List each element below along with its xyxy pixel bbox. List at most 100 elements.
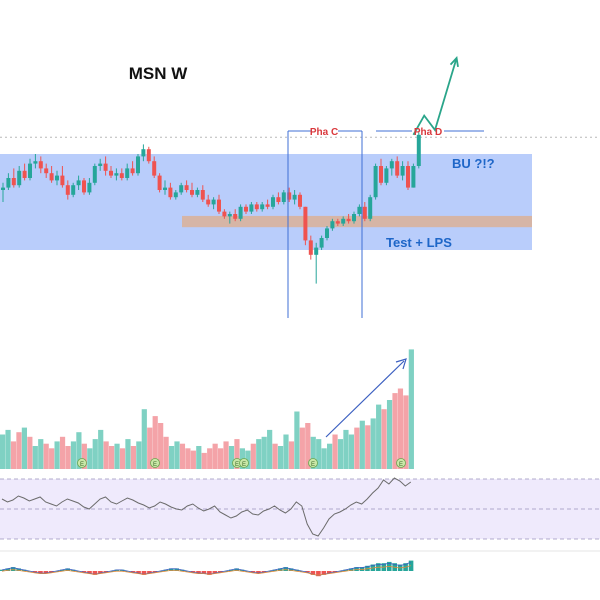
candle-body: [303, 206, 308, 241]
phase-c-label: Pha C: [310, 127, 338, 138]
candle-body: [379, 166, 383, 183]
candle-body: [362, 206, 367, 219]
volume-bar: [277, 446, 284, 469]
volume-bar: [403, 395, 409, 469]
volume-bar: [267, 429, 273, 469]
volume-bar: [179, 443, 186, 469]
candle-body: [373, 166, 378, 198]
macd-histogram-bar: [212, 571, 218, 574]
candle-body: [384, 168, 389, 183]
price-panel: [1, 132, 421, 284]
macd-histogram-bar: [163, 569, 169, 571]
volume-bar: [43, 443, 49, 469]
projection-path: [412, 57, 458, 136]
volume-bar: [234, 439, 240, 469]
volume-trend-arrowhead: [395, 358, 407, 370]
candle-body: [314, 247, 319, 255]
candle-body: [114, 173, 119, 176]
macd-histogram-bar: [321, 571, 327, 575]
volume-bar: [343, 429, 349, 469]
candle-body: [195, 190, 200, 195]
candle-body: [206, 199, 211, 205]
macd-histogram-bar: [348, 568, 354, 571]
volume-bar: [376, 404, 382, 469]
rsi-background: [0, 479, 600, 539]
macd-histogram-bar: [228, 569, 234, 571]
volume-bar: [310, 436, 316, 469]
volume-bar: [250, 443, 256, 469]
volume-bar: [196, 446, 202, 469]
macd-histogram-bar: [59, 569, 65, 571]
macd-histogram-bar: [343, 569, 348, 571]
candle-body: [271, 197, 275, 207]
macd-histogram-bar: [87, 571, 92, 574]
volume-bar: [201, 452, 207, 469]
macd-histogram-bar: [359, 567, 365, 571]
candle-body: [325, 228, 329, 238]
volume-bar: [109, 446, 115, 469]
candle-body: [211, 199, 216, 205]
volume-bar: [49, 448, 55, 469]
volume-bar: [272, 443, 278, 469]
macd-histogram-bar: [354, 567, 359, 571]
candle-body: [49, 173, 54, 181]
volume-bar: [316, 439, 322, 469]
volume-bar: [65, 446, 71, 469]
candle-body: [249, 204, 254, 212]
event-marker: [308, 458, 318, 468]
candle-body: [260, 204, 265, 210]
candle-body: [1, 187, 5, 190]
volume-bar: [70, 441, 77, 469]
macd-histogram-bar: [92, 571, 98, 575]
macd-histogram-bar: [168, 568, 174, 571]
volume-bar: [87, 448, 93, 469]
event-marker-letter: E: [153, 462, 157, 468]
candle-body: [368, 197, 373, 219]
candle-body: [17, 170, 22, 186]
candle-body: [389, 161, 394, 169]
candle-body: [184, 185, 189, 190]
candle-body: [92, 166, 97, 183]
volume-bar: [163, 436, 169, 469]
annotation-layer: [287, 56, 484, 318]
candle-body: [55, 175, 59, 181]
volume-bar: [76, 432, 82, 469]
candle-body: [406, 166, 410, 188]
volume-bar: [21, 427, 27, 469]
candle-body: [38, 161, 43, 169]
macd-histogram-bar: [310, 571, 316, 575]
candle-body: [227, 214, 232, 217]
candle-body: [65, 185, 70, 195]
candle-body: [411, 166, 416, 188]
volume-bar: [370, 418, 376, 469]
macd-histogram-bar: [43, 571, 49, 574]
volume-bar: [103, 441, 109, 469]
volume-bar: [38, 439, 44, 469]
macd-histogram-bar: [288, 568, 294, 571]
macd-histogram-bar: [190, 571, 196, 573]
accumulation-zone: [0, 154, 532, 250]
volume-bar: [381, 409, 387, 469]
event-marker: [77, 458, 87, 468]
candle-body: [292, 194, 297, 200]
candle-body: [276, 197, 281, 202]
macd-histogram-bar: [196, 571, 201, 574]
macd-histogram-bar: [81, 571, 87, 573]
volume-bar: [294, 411, 300, 469]
candle-body: [222, 211, 227, 217]
volume-bar: [168, 446, 175, 469]
candle-body: [254, 204, 259, 210]
macd-histogram-bar: [32, 571, 38, 573]
macd-histogram-bar: [38, 571, 43, 574]
candle-body: [44, 168, 49, 174]
volume-bar: [81, 443, 87, 469]
macd-histogram-bar: [0, 569, 5, 571]
volume-bar: [130, 446, 136, 469]
candle-body: [287, 192, 292, 200]
volume-bar: [348, 434, 354, 469]
volume-bar: [365, 425, 371, 469]
event-marker: [239, 458, 249, 468]
macd-line: [1, 561, 411, 576]
volume-bar: [207, 448, 213, 469]
volume-bar: [327, 443, 333, 469]
